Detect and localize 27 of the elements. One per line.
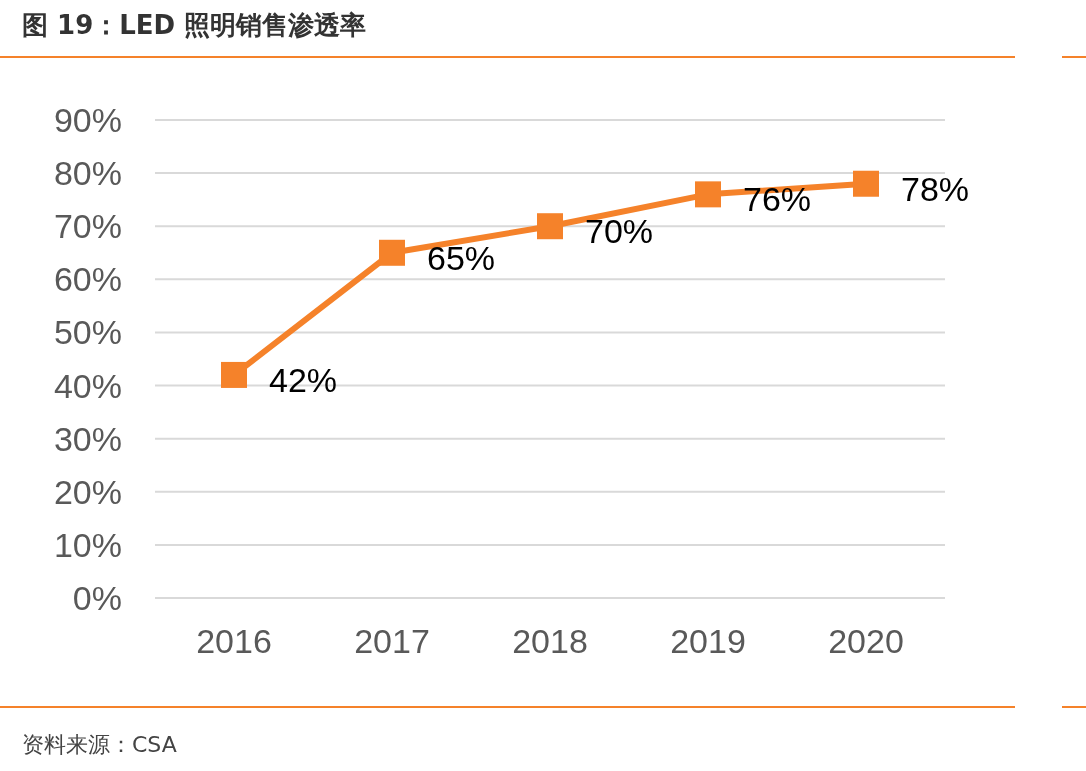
y-tick-label: 90% <box>53 101 122 139</box>
y-tick-label: 50% <box>53 313 122 352</box>
point <box>695 181 721 208</box>
y-tick-label: 0% <box>72 579 122 617</box>
y-tick-label: 20% <box>53 472 122 511</box>
x-tick-label: 2019 <box>670 622 746 660</box>
point <box>379 239 405 266</box>
y-tick-label: 10% <box>53 525 122 564</box>
data-label: 78% <box>901 169 970 208</box>
y-tick-label: 40% <box>53 366 122 405</box>
point <box>853 170 879 197</box>
data-label: 42% <box>269 360 338 399</box>
point <box>537 213 563 240</box>
y-tick-label: 30% <box>53 419 122 458</box>
chart-title: 图 19：LED 照明销售渗透率 <box>22 10 367 40</box>
x-tick-label: 2016 <box>196 622 272 660</box>
y-tick-label: 80% <box>53 154 122 193</box>
data-label: 65% <box>427 238 496 277</box>
point <box>221 361 247 388</box>
text: 资料来源：CSA <box>22 732 177 757</box>
y-tick-label: 60% <box>53 260 122 299</box>
x-tick-label: 2020 <box>828 622 904 660</box>
x-tick-label: 2017 <box>354 622 430 660</box>
y-tick-label: 70% <box>53 207 122 246</box>
data-label: 70% <box>585 212 654 251</box>
x-tick-label: 2018 <box>512 622 588 660</box>
data-label: 76% <box>743 180 812 219</box>
